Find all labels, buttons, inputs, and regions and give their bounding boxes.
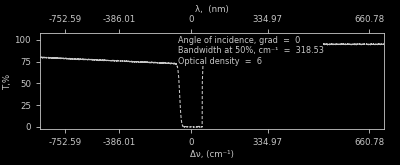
- Y-axis label: T,%: T,%: [3, 73, 12, 89]
- X-axis label: λ,  (nm): λ, (nm): [195, 5, 229, 14]
- Text: Angle of incidence, grad  =  0
Bandwidth at 50%, cm⁻¹  =  318.53
Optical density: Angle of incidence, grad = 0 Bandwidth a…: [178, 36, 324, 66]
- X-axis label: Δν, (cm⁻¹): Δν, (cm⁻¹): [190, 149, 234, 159]
